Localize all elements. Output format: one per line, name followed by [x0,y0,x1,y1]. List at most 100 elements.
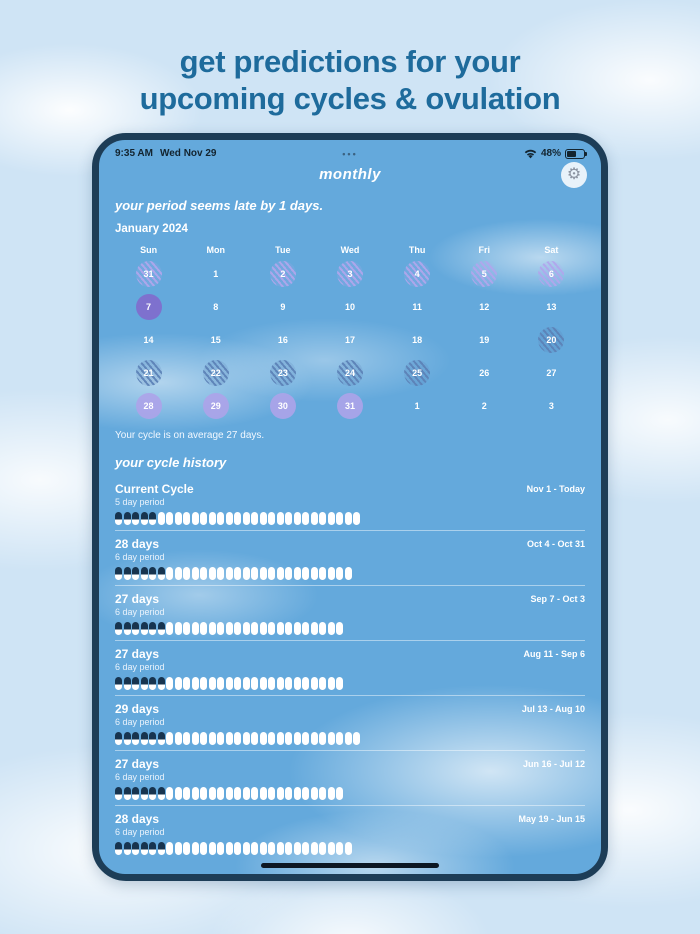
cycle-row[interactable]: Current Cycle 5 day period Nov 1 - Today [115,476,585,530]
period-day-drop-icon [132,787,139,801]
calendar-day[interactable]: 15 [210,334,221,345]
cycle-day-drop-icon [234,842,241,856]
calendar-day[interactable]: 11 [412,301,422,312]
calendar-day[interactable]: 3 [336,260,363,287]
calendar-day[interactable]: 10 [344,301,355,312]
app-title: monthly [319,166,381,184]
cycle-day-drop-icon [174,512,182,526]
calendar-day[interactable]: 23 [269,359,296,386]
cycle-day-drop-icon [327,677,335,691]
cycle-period-length: 6 day period [115,607,165,618]
status-bar: 9:35 AM Wed Nov 29 ••• 48% [115,147,587,160]
calendar-day[interactable]: 4 [404,260,431,287]
calendar-day[interactable]: 21 [135,359,162,386]
cycle-day-drop-icon [302,677,309,691]
settings-button[interactable]: ⚙ [561,162,587,189]
app-header: monthly ⚙ [115,162,587,190]
cycle-day-drop-icon [191,732,199,746]
calendar-day[interactable]: 3 [548,400,554,411]
calendar-day[interactable]: 31 [135,260,162,287]
cycle-day-drop-icon [217,512,224,526]
calendar-day[interactable]: 30 [269,392,296,419]
cycle-day-drop-icon [191,787,199,801]
calendar-day[interactable]: 9 [280,301,286,312]
cycle-day-drop-icon [166,842,173,856]
cycle-days-row [115,732,585,746]
calendar-day[interactable]: 1 [414,400,420,411]
cycle-row[interactable]: 27 days 6 day period Jun 16 - Jul 12 [115,750,585,805]
cycle-row[interactable]: 29 days 6 day period Jul 13 - Aug 10 [115,695,585,750]
calendar-day[interactable]: 7 [135,293,162,320]
period-day-drop-icon [132,677,139,691]
calendar-day[interactable]: 18 [412,334,423,345]
calendar-day[interactable]: 17 [344,334,355,345]
period-day-drop-icon [157,732,165,746]
cycle-day-drop-icon [166,677,173,691]
calendar-day[interactable]: 14 [143,334,154,345]
calendar-cell: 23 [249,356,316,389]
cycle-day-drop-icon [183,677,190,691]
calendar-cell: 20 [518,323,585,356]
calendar-day[interactable]: 1 [213,268,219,279]
calendar-day[interactable]: 19 [479,334,490,345]
cycle-row[interactable]: 28 days 6 day period May 19 - Jun 15 [115,805,585,860]
calendar-cell: 31 [316,389,383,422]
period-day-drop-icon [140,732,148,746]
cycle-date-range: Sep 7 - Oct 3 [530,594,585,605]
cycle-day-drop-icon [208,677,216,691]
calendar-day[interactable]: 8 [213,301,219,312]
cycle-day-drop-icon [327,787,335,801]
calendar-cell: 7 [115,290,182,323]
calendar-day[interactable]: 29 [202,392,229,419]
period-day-drop-icon [140,512,148,526]
cycle-day-drop-icon [302,732,309,746]
cycle-day-drop-icon [217,787,224,801]
period-day-drop-icon [132,622,139,636]
cycle-date-range: Aug 11 - Sep 6 [523,649,585,660]
calendar-day[interactable]: 12 [479,301,490,312]
period-day-drop-icon [123,677,131,691]
cycle-days-row [115,622,585,636]
weekday-header-row: Sun Mon Tue Wed Thu Fri Sat [115,245,585,255]
calendar-day[interactable]: 16 [277,334,288,345]
calendar-day[interactable]: 6 [538,260,565,287]
calendar-day[interactable]: 27 [546,367,557,378]
cycle-title: 27 days [115,757,160,772]
calendar-cell: 4 [384,257,451,290]
calendar-day[interactable]: 2 [481,400,487,411]
calendar-day[interactable]: 2 [269,260,296,287]
calendar-day[interactable]: 20 [538,326,565,353]
cycle-day-drop-icon [234,622,241,636]
period-day-drop-icon [140,787,148,801]
cycle-row[interactable]: 27 days 6 day period Aug 11 - Sep 6 [115,640,585,695]
calendar-cell: 9 [249,290,316,323]
cycle-day-drop-icon [276,842,284,856]
cycle-day-drop-icon [234,732,241,746]
cycle-day-drop-icon [293,622,301,636]
cycle-day-drop-icon [183,567,190,581]
cycle-day-drop-icon [183,622,190,636]
calendar-day[interactable]: 13 [546,301,557,312]
calendar-day[interactable]: 28 [135,392,162,419]
cycle-day-drop-icon [310,567,318,581]
cycle-day-drop-icon [225,732,233,746]
calendar-day[interactable]: 22 [202,359,229,386]
ipad-frame: 9:35 AM Wed Nov 29 ••• 48% monthly ⚙ your… [92,133,608,882]
cycle-day-drop-icon [276,512,284,526]
calendar-day[interactable]: 5 [471,260,498,287]
headline-line2: upcoming cycles & ovulation [139,80,561,116]
cycle-day-drop-icon [166,622,173,636]
calendar-day[interactable]: 24 [336,359,363,386]
cycle-row[interactable]: 27 days 6 day period Sep 7 - Oct 3 [115,585,585,640]
cycle-day-drop-icon [225,512,233,526]
cycle-row[interactable]: 28 days 6 day period Oct 4 - Oct 31 [115,530,585,585]
cycle-day-drop-icon [183,732,190,746]
calendar-day[interactable]: 31 [336,392,363,419]
period-day-drop-icon [115,622,122,636]
headline: get predictions for your upcoming cycles… [0,0,700,117]
cycle-day-drop-icon [310,842,318,856]
home-indicator[interactable] [261,863,439,869]
calendar-day[interactable]: 26 [479,367,490,378]
cycle-day-drop-icon [200,677,207,691]
calendar-day[interactable]: 25 [404,359,431,386]
